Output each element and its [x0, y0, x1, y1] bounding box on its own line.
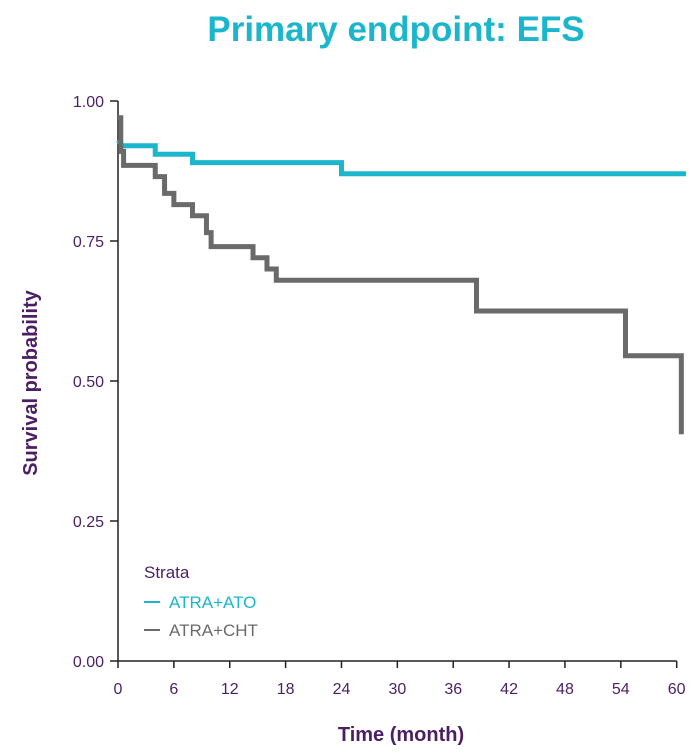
y-tick-label: 0.00: [73, 654, 104, 671]
x-tick-label: 6: [169, 681, 178, 698]
x-axis: 0 6 12 18 24 30 36 42 48 54 60: [114, 660, 686, 698]
y-tick-label: 0.25: [73, 514, 104, 531]
y-axis-label: Survival probability: [20, 289, 42, 475]
series-line-atra-cht: [118, 115, 684, 435]
legend-title: Strata: [144, 563, 190, 582]
x-tick-label: 60: [668, 681, 686, 698]
y-axis-title: Survival probability: [20, 289, 42, 475]
x-axis-label: Time (month): [338, 724, 464, 746]
x-tick-label: 30: [388, 681, 406, 698]
x-tick-label: 12: [221, 681, 239, 698]
chart-title: Primary endpoint: EFS: [207, 10, 584, 49]
x-tick-label: 18: [277, 681, 295, 698]
legend-label-atra-ato: ATRA+ATO: [169, 593, 256, 612]
y-tick-label: 1.00: [73, 94, 104, 111]
x-tick-label: 0: [114, 681, 123, 698]
series-layer: [116, 115, 686, 435]
series-line-atra-ato: [116, 138, 686, 177]
x-tick-label: 36: [444, 681, 462, 698]
legend-label-atra-cht: ATRA+CHT: [169, 621, 258, 640]
x-tick-label: 48: [556, 681, 574, 698]
x-tick-label: 54: [612, 681, 630, 698]
y-axis: 0.00 0.25 0.50 0.75 1.00: [73, 94, 119, 671]
y-tick-label: 0.75: [73, 234, 104, 251]
y-tick-label: 0.50: [73, 374, 104, 391]
x-tick-label: 42: [500, 681, 518, 698]
legend: Strata ATRA+ATO ATRA+CHT: [144, 563, 258, 640]
x-tick-label: 24: [333, 681, 351, 698]
